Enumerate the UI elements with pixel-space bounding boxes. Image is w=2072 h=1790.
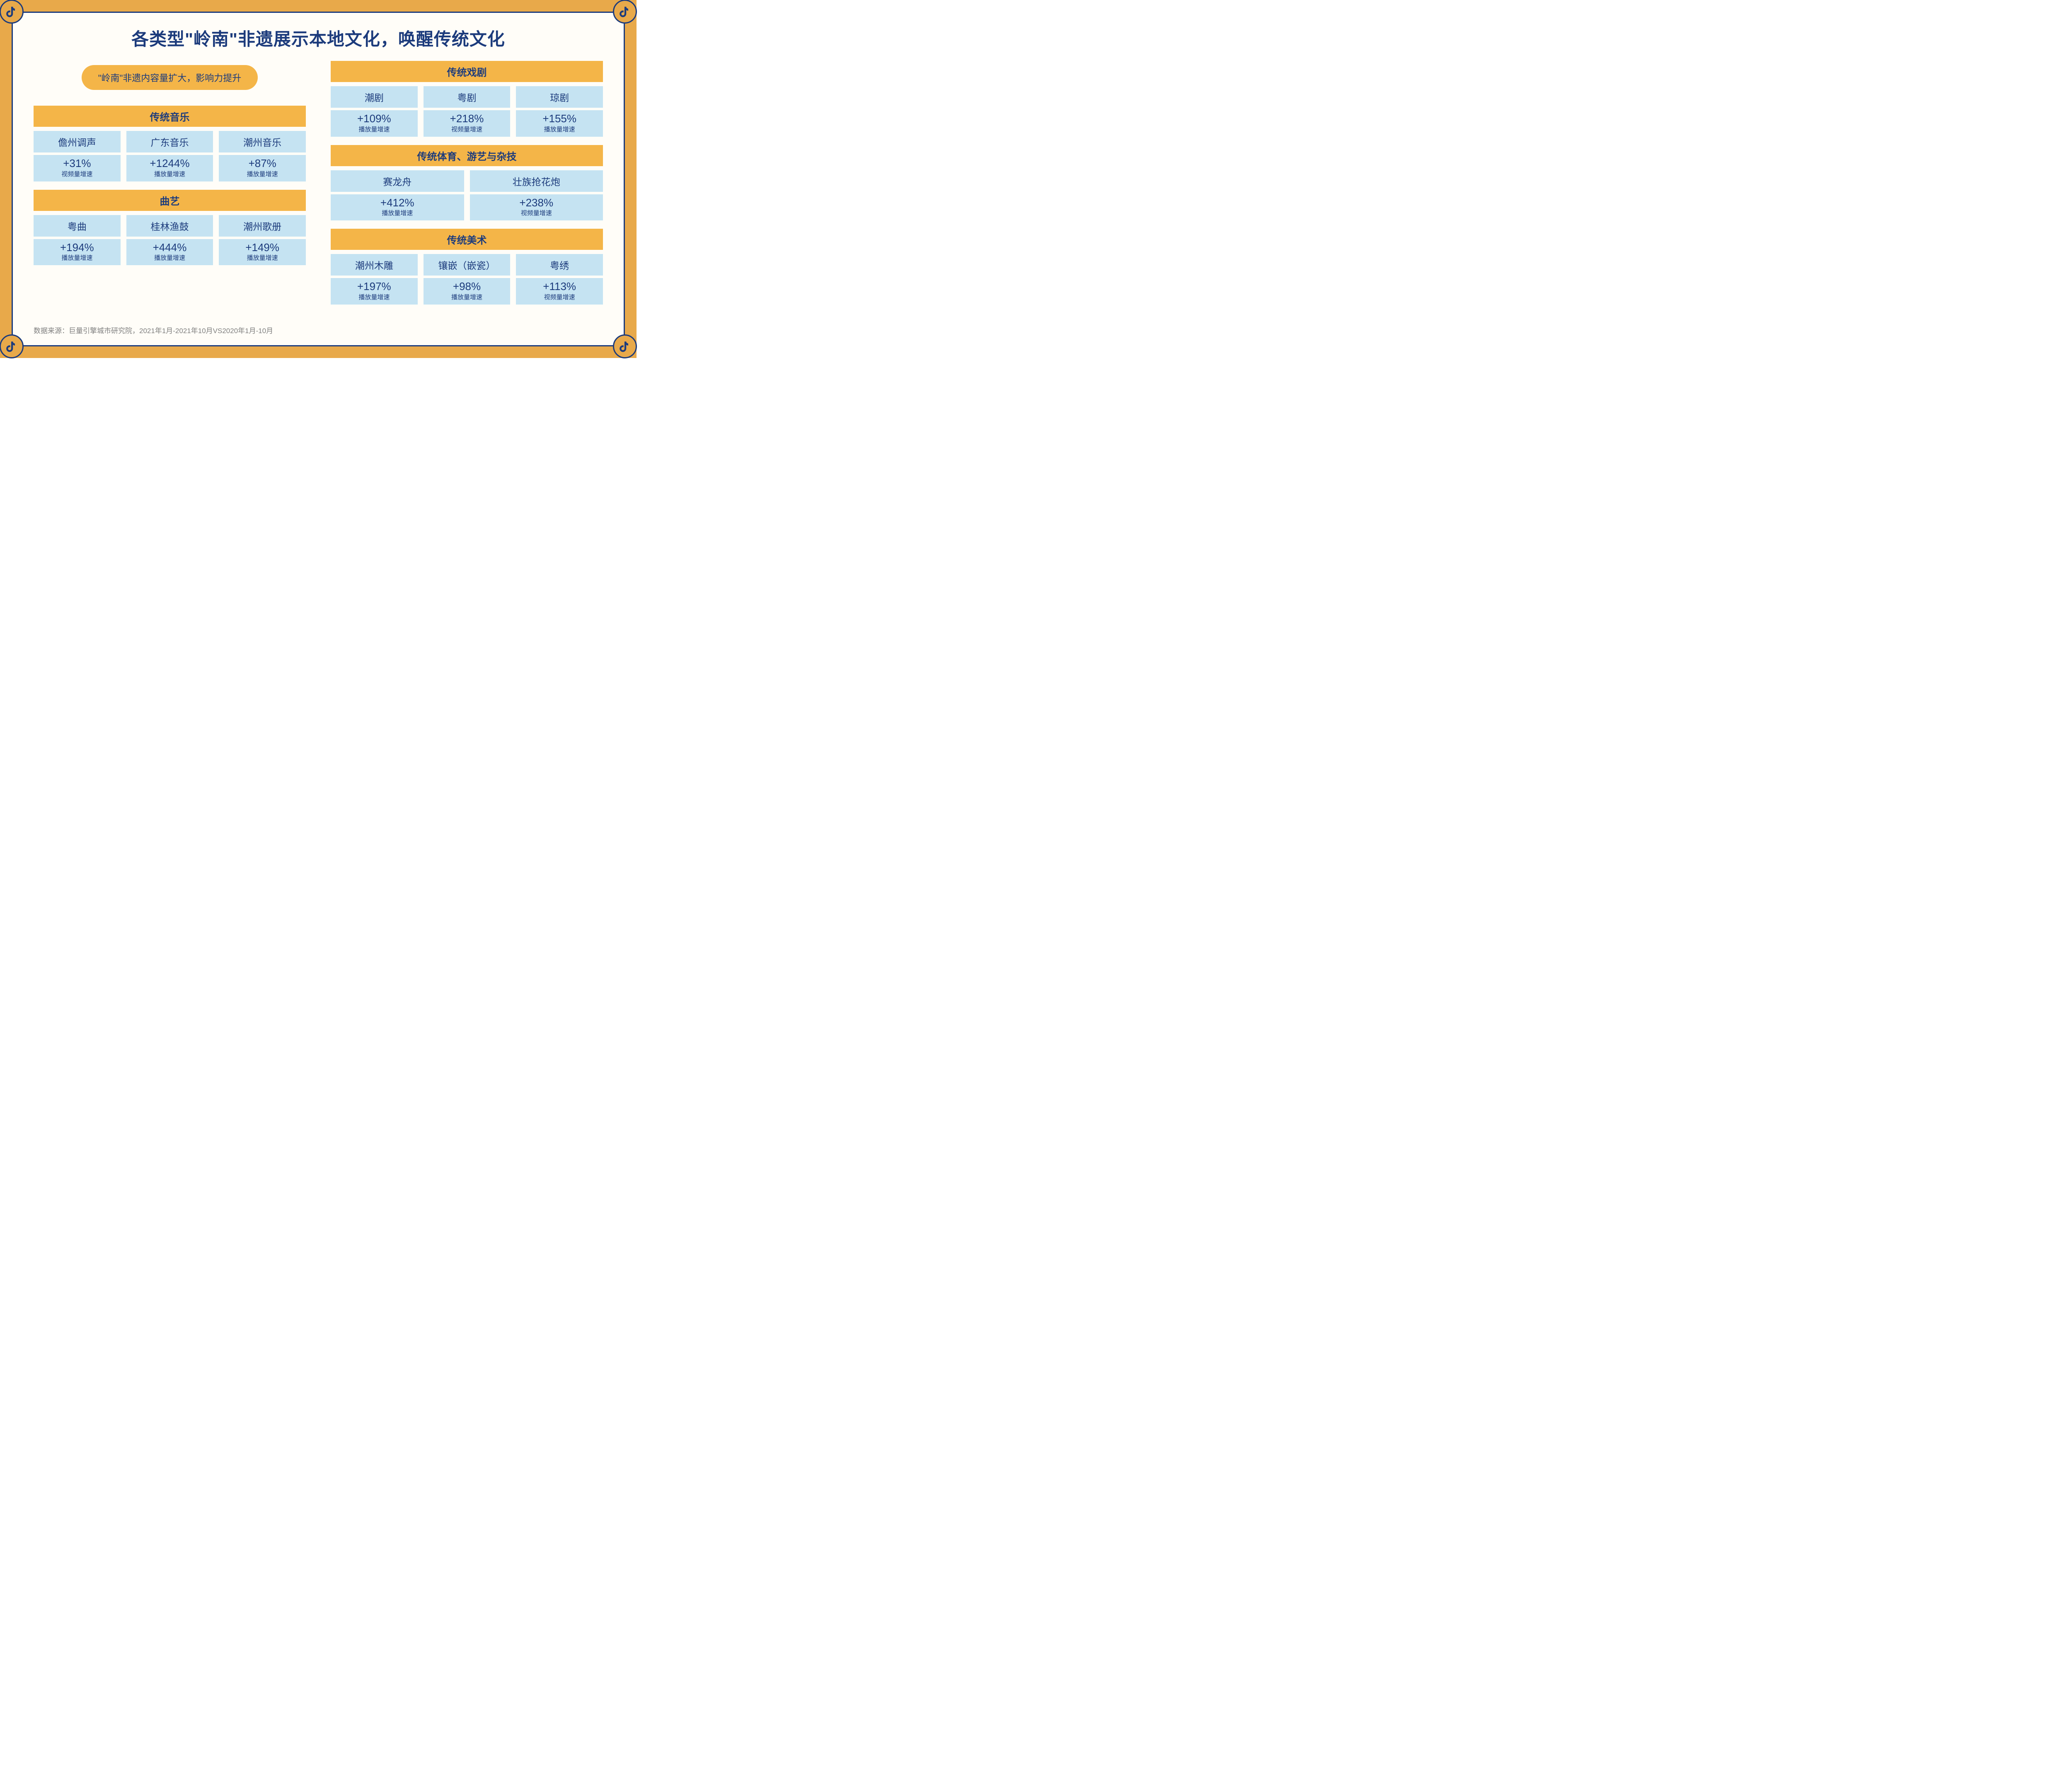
metric-label: 视频量增速 xyxy=(516,293,603,301)
metric-item: 广东音乐 +1244%播放量增速 xyxy=(126,131,213,181)
metric-label: 视频量增速 xyxy=(424,125,511,133)
metric-item: 琼剧+155%播放量增速 xyxy=(516,86,603,137)
item-metric: +149%播放量增速 xyxy=(219,239,306,266)
metric-item: 赛龙舟+412%播放量增速 xyxy=(331,170,464,221)
category-header: 传统戏剧 xyxy=(331,61,603,82)
metric-label: 播放量增速 xyxy=(34,253,121,262)
metric-label: 播放量增速 xyxy=(331,293,418,301)
metric-value: +412% xyxy=(331,197,464,209)
outer-frame: 各类型"岭南"非遗展示本地文化，唤醒传统文化 "岭南"非遗内容量扩大，影响力提升… xyxy=(0,0,637,358)
metric-value: +109% xyxy=(331,113,418,125)
items-row: 潮州木雕+197%播放量增速镶嵌（嵌瓷）+98%播放量增速粤绣+113%视频量增… xyxy=(331,254,603,305)
metric-value: +87% xyxy=(219,157,306,169)
metric-label: 播放量增速 xyxy=(331,208,464,217)
page-title: 各类型"岭南"非遗展示本地文化，唤醒传统文化 xyxy=(34,25,603,51)
item-metric: +194%播放量增速 xyxy=(34,239,121,266)
items-row: 潮剧+109%播放量增速粤剧+218%视频量增速琼剧+155%播放量增速 xyxy=(331,86,603,137)
items-row: 儋州调声+31%视频量增速广东音乐+1244%播放量增速潮州音乐+87%播放量增… xyxy=(34,131,306,181)
items-row: 赛龙舟+412%播放量增速壮族抢花炮+238%视频量增速 xyxy=(331,170,603,221)
metric-value: +98% xyxy=(424,281,511,293)
douyin-icon xyxy=(613,334,637,358)
item-metric: +412%播放量增速 xyxy=(331,194,464,221)
douyin-icon xyxy=(0,0,24,24)
item-name: 镶嵌（嵌瓷） xyxy=(424,254,511,276)
tagline-pill: "岭南"非遗内容量扩大，影响力提升 xyxy=(82,65,258,90)
item-name: 粤绣 xyxy=(516,254,603,276)
category-section: 传统美术潮州木雕+197%播放量增速镶嵌（嵌瓷）+98%播放量增速粤绣+113%… xyxy=(331,229,603,305)
content-grid: "岭南"非遗内容量扩大，影响力提升 传统音乐儋州调声+31%视频量增速广东音乐+… xyxy=(34,61,603,335)
metric-value: +113% xyxy=(516,281,603,293)
metric-value: +1244% xyxy=(126,157,213,169)
metric-label: 播放量增速 xyxy=(126,253,213,262)
metric-item: 镶嵌（嵌瓷）+98%播放量增速 xyxy=(424,254,511,305)
metric-value: +197% xyxy=(331,281,418,293)
metric-value: +218% xyxy=(424,113,511,125)
metric-label: 播放量增速 xyxy=(219,253,306,262)
inner-frame: 各类型"岭南"非遗展示本地文化，唤醒传统文化 "岭南"非遗内容量扩大，影响力提升… xyxy=(12,12,625,346)
item-metric: +155%播放量增速 xyxy=(516,110,603,137)
metric-item: 粤曲+194%播放量增速 xyxy=(34,215,121,266)
item-metric: +109%播放量增速 xyxy=(331,110,418,137)
item-metric: +444%播放量增速 xyxy=(126,239,213,266)
metric-value: +444% xyxy=(126,242,213,254)
item-name: 潮剧 xyxy=(331,86,418,108)
item-metric: +197%播放量增速 xyxy=(331,278,418,305)
metric-label: 视频量增速 xyxy=(470,208,603,217)
metric-item: 儋州调声 +31%视频量增速 xyxy=(34,131,121,181)
metric-label: 视频量增速 xyxy=(34,169,121,178)
category-section: 传统戏剧潮剧+109%播放量增速粤剧+218%视频量增速琼剧+155%播放量增速 xyxy=(331,61,603,137)
item-name: 粤曲 xyxy=(34,215,121,237)
item-metric: +113%视频量增速 xyxy=(516,278,603,305)
left-column: "岭南"非遗内容量扩大，影响力提升 传统音乐儋州调声+31%视频量增速广东音乐+… xyxy=(34,61,306,335)
douyin-icon xyxy=(0,334,24,358)
right-column: 传统戏剧潮剧+109%播放量增速粤剧+218%视频量增速琼剧+155%播放量增速… xyxy=(331,61,603,335)
item-name: 粤剧 xyxy=(424,86,511,108)
metric-item: 粤绣+113%视频量增速 xyxy=(516,254,603,305)
item-name: 潮州音乐 xyxy=(219,131,306,152)
metric-item: 潮州木雕+197%播放量增速 xyxy=(331,254,418,305)
metric-label: 播放量增速 xyxy=(126,169,213,178)
category-header: 传统体育、游艺与杂技 xyxy=(331,145,603,166)
item-name: 儋州调声 xyxy=(34,131,121,152)
metric-value: +149% xyxy=(219,242,306,254)
item-name: 潮州歌册 xyxy=(219,215,306,237)
category-header: 传统音乐 xyxy=(34,106,306,127)
metric-value: +194% xyxy=(34,242,121,254)
metric-label: 播放量增速 xyxy=(516,125,603,133)
metric-label: 播放量增速 xyxy=(424,293,511,301)
category-header: 曲艺 xyxy=(34,190,306,211)
item-metric: +87%播放量增速 xyxy=(219,155,306,181)
douyin-icon xyxy=(613,0,637,24)
item-name: 琼剧 xyxy=(516,86,603,108)
metric-item: 壮族抢花炮+238%视频量增速 xyxy=(470,170,603,221)
item-name: 赛龙舟 xyxy=(331,170,464,192)
metric-item: 桂林渔鼓+444%播放量增速 xyxy=(126,215,213,266)
metric-item: 粤剧+218%视频量增速 xyxy=(424,86,511,137)
item-name: 桂林渔鼓 xyxy=(126,215,213,237)
item-metric: +218%视频量增速 xyxy=(424,110,511,137)
category-section: 曲艺粤曲+194%播放量增速桂林渔鼓+444%播放量增速潮州歌册+149%播放量… xyxy=(34,190,306,266)
category-section: 传统音乐儋州调声+31%视频量增速广东音乐+1244%播放量增速潮州音乐+87%… xyxy=(34,106,306,181)
item-metric: +1244%播放量增速 xyxy=(126,155,213,181)
item-name: 广东音乐 xyxy=(126,131,213,152)
category-section: 传统体育、游艺与杂技赛龙舟+412%播放量增速壮族抢花炮+238%视频量增速 xyxy=(331,145,603,221)
item-metric: +238%视频量增速 xyxy=(470,194,603,221)
metric-label: 播放量增速 xyxy=(219,169,306,178)
item-name: 潮州木雕 xyxy=(331,254,418,276)
category-header: 传统美术 xyxy=(331,229,603,250)
metric-value: +238% xyxy=(470,197,603,209)
metric-item: 潮州歌册+149%播放量增速 xyxy=(219,215,306,266)
item-name: 壮族抢花炮 xyxy=(470,170,603,192)
metric-item: 潮州音乐 +87%播放量增速 xyxy=(219,131,306,181)
metric-value: +31% xyxy=(34,157,121,169)
metric-item: 潮剧+109%播放量增速 xyxy=(331,86,418,137)
metric-value: +155% xyxy=(516,113,603,125)
data-source-footnote: 数据来源：巨量引擎城市研究院，2021年1月-2021年10月VS2020年1月… xyxy=(34,320,306,335)
metric-label: 播放量增速 xyxy=(331,125,418,133)
item-metric: +98%播放量增速 xyxy=(424,278,511,305)
items-row: 粤曲+194%播放量增速桂林渔鼓+444%播放量增速潮州歌册+149%播放量增速 xyxy=(34,215,306,266)
item-metric: +31%视频量增速 xyxy=(34,155,121,181)
